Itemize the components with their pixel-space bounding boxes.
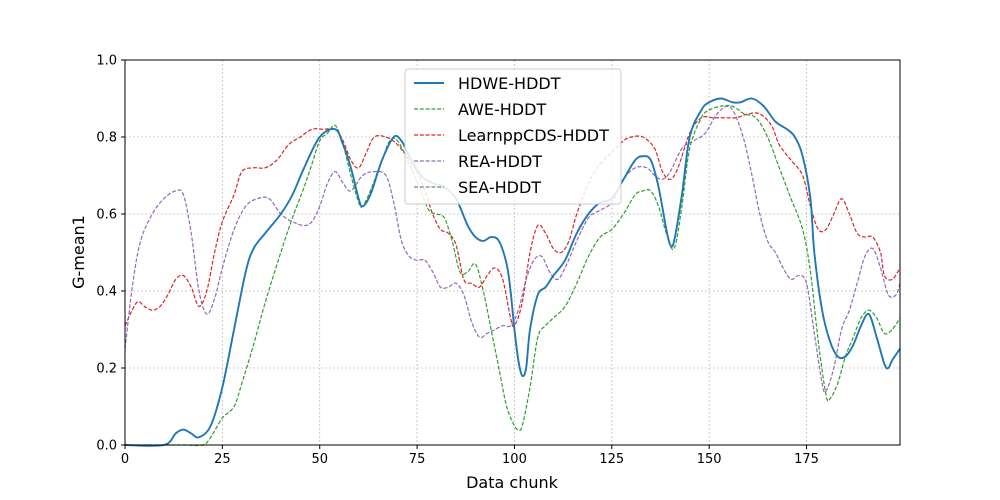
x-axis: 0 25 50 75 100 125 150 175 bbox=[121, 445, 819, 467]
legend-label-learnppcds-hddt: LearnppCDS-HDDT bbox=[458, 126, 609, 145]
legend-label-awe-hddt: AWE-HDDT bbox=[458, 100, 546, 119]
legend: HDWE-HDDT AWE-HDDT LearnppCDS-HDDT REA-HDDT… bbox=[404, 68, 622, 205]
x-tick-label: 25 bbox=[214, 452, 231, 467]
y-tick-label: 0.0 bbox=[96, 439, 117, 454]
y-axis: 0.0 0.2 0.4 0.6 0.8 1.0 bbox=[96, 54, 125, 454]
x-tick-label: 100 bbox=[502, 452, 527, 467]
x-tick-label: 75 bbox=[409, 452, 426, 467]
x-tick-label: 175 bbox=[794, 452, 819, 467]
x-axis-label: Data chunk bbox=[466, 473, 559, 492]
y-tick-label: 0.4 bbox=[96, 285, 117, 300]
x-tick-label: 50 bbox=[311, 452, 328, 467]
series-line-learnppcds-hddt bbox=[124, 112, 901, 328]
y-tick-label: 1.0 bbox=[96, 54, 117, 69]
x-tick-label: 0 bbox=[121, 452, 129, 467]
x-tick-label: 150 bbox=[697, 452, 722, 467]
legend-box bbox=[404, 68, 622, 205]
series-lines bbox=[124, 97, 901, 447]
series-line-rea-hddt bbox=[124, 105, 901, 393]
y-tick-label: 0.6 bbox=[96, 208, 117, 223]
plot-frame bbox=[124, 59, 901, 446]
x-tick-label: 125 bbox=[599, 452, 624, 467]
series-line-hdwe-hddt bbox=[124, 97, 901, 447]
series-line-awe-hddt bbox=[125, 104, 901, 447]
y-axis-label: G-mean1 bbox=[69, 215, 88, 289]
legend-label-sea-hddt: SEA-HDDT bbox=[458, 178, 541, 197]
legend-label-rea-hddt: REA-HDDT bbox=[458, 152, 542, 171]
legend-label-hdwe-hddt: HDWE-HDDT bbox=[458, 74, 561, 93]
y-tick-label: 0.8 bbox=[96, 131, 117, 146]
y-tick-label: 0.2 bbox=[96, 362, 117, 377]
